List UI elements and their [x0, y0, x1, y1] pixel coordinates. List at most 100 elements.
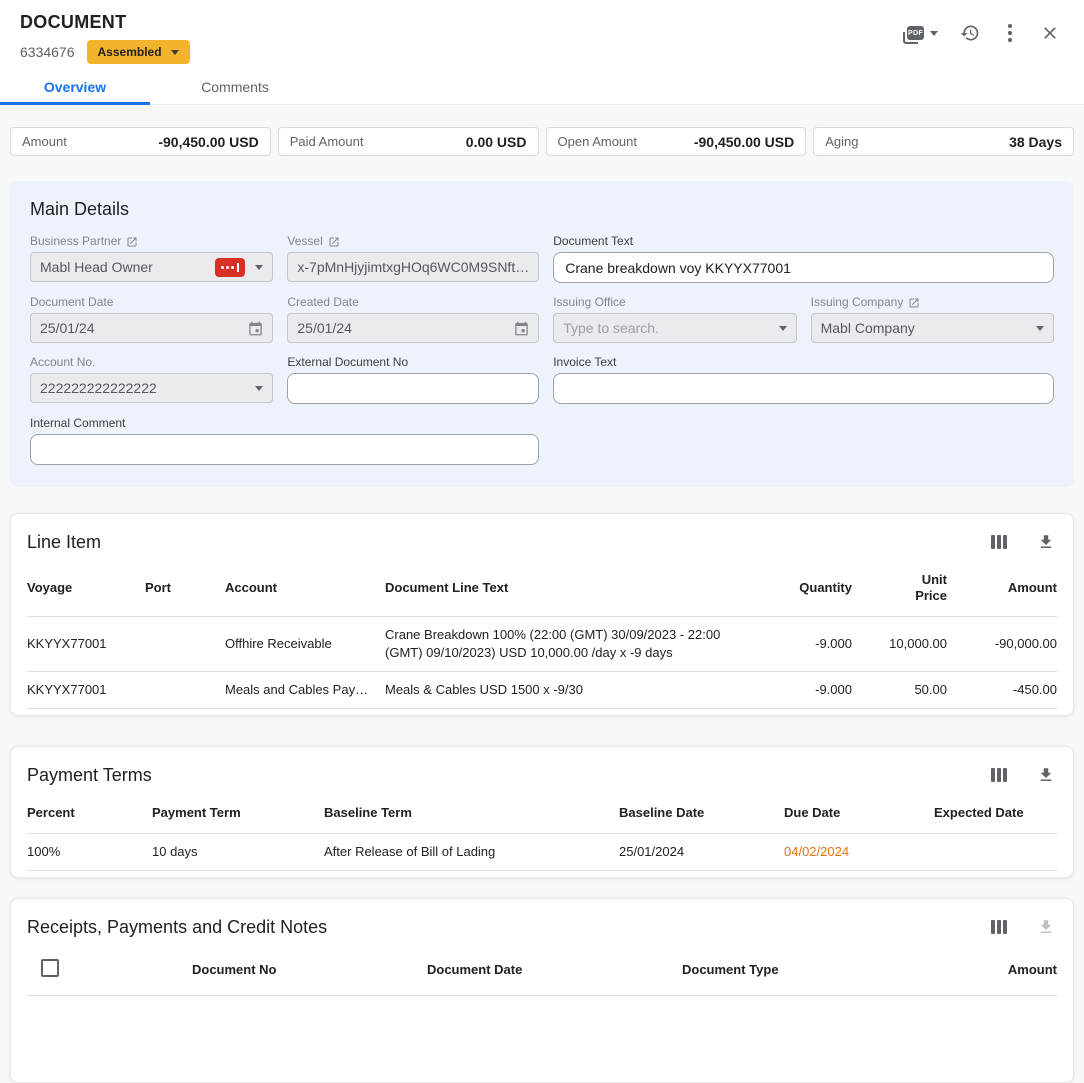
payment-terms-section: Payment Terms Percent Payment Term Basel…	[10, 746, 1074, 878]
summary-card-open-amount: Open Amount -90,450.00 USD	[545, 127, 807, 156]
summary-cards: Amount -90,450.00 USD Paid Amount 0.00 U…	[10, 127, 1074, 156]
col-document-line-text: Document Line Text	[377, 556, 745, 617]
table-header-row: Document No Document Date Document Type …	[27, 941, 1057, 996]
cell-voyage: KKYYX77001	[27, 671, 137, 709]
cell-quantity: -9.000	[745, 616, 860, 672]
cell-document-line-text: Meals & Cables USD 1500 x -9/30	[377, 671, 745, 709]
created-date-label: Created Date	[287, 295, 359, 309]
issuing-office-select[interactable]: Type to search.	[553, 313, 797, 343]
vessel-field[interactable]: x-7pMnHjyjimtxgHOq6WC0M9SNft…	[287, 252, 540, 282]
chevron-down-icon	[1036, 325, 1044, 331]
download-button[interactable]	[1035, 764, 1057, 786]
business-partner-label: Business Partner	[30, 234, 273, 249]
tab-comments[interactable]: Comments	[201, 79, 269, 95]
issuing-office-label: Issuing Office	[553, 295, 626, 309]
calendar-icon	[248, 321, 263, 336]
cell-unit-price: 10,000.00	[860, 616, 955, 672]
download-icon	[1040, 768, 1052, 781]
tab-overview[interactable]: Overview	[0, 70, 150, 105]
line-item-table: Voyage Port Account Document Line Text Q…	[27, 556, 1057, 709]
select-all-checkbox[interactable]	[41, 959, 59, 977]
table-row[interactable]: 100% 10 days After Release of Bill of La…	[27, 833, 1057, 871]
close-button[interactable]	[1036, 19, 1064, 47]
external-link-icon[interactable]	[126, 236, 138, 248]
receipts-table: Document No Document Date Document Type …	[27, 941, 1057, 996]
cell-due-date: 04/02/2024	[776, 833, 926, 871]
header-actions: PDF	[903, 18, 1064, 48]
account-no-select[interactable]: 222222222222222	[30, 373, 274, 403]
cell-quantity: -9.000	[745, 671, 860, 709]
columns-icon	[991, 920, 1007, 934]
external-link-icon[interactable]	[908, 297, 920, 309]
close-icon	[1044, 27, 1056, 39]
download-button[interactable]	[1035, 531, 1057, 553]
col-payment-term: Payment Term	[144, 789, 316, 834]
history-button[interactable]	[956, 19, 984, 47]
col-amount: Amount	[957, 941, 1057, 996]
columns-button[interactable]	[989, 766, 1009, 784]
external-document-no-input[interactable]	[287, 373, 540, 404]
cell-payment-term: 10 days	[144, 833, 316, 871]
receipts-header: Receipts, Payments and Credit Notes	[27, 899, 1057, 941]
document-text-label: Document Text	[553, 234, 634, 248]
more-menu-button[interactable]	[998, 18, 1022, 48]
col-document-no: Document No	[184, 941, 419, 996]
summary-value: 0.00 USD	[465, 133, 527, 150]
field-document-text: Document Text	[553, 234, 1054, 283]
field-invoice-text: Invoice Text	[553, 355, 1054, 404]
invoice-text-input[interactable]	[553, 373, 1054, 404]
account-no-label: Account No.	[30, 355, 96, 369]
ellipsis-badge-icon	[215, 257, 246, 277]
col-due-date: Due Date	[776, 789, 926, 834]
summary-value: 38 Days	[1009, 133, 1062, 150]
summary-card-aging: Aging 38 Days	[813, 127, 1074, 156]
table-row[interactable]: KKYYX77001 Meals and Cables Pay… Meals &…	[27, 671, 1057, 709]
line-item-header: Line Item	[27, 514, 1057, 556]
receipts-empty-body	[27, 996, 1057, 1076]
summary-label: Aging	[825, 134, 859, 149]
download-button-disabled	[1035, 916, 1057, 938]
table-row[interactable]: KKYYX77001 Offhire Receivable Crane Brea…	[27, 616, 1057, 672]
external-document-no-label: External Document No	[287, 355, 409, 369]
pdf-export-button[interactable]: PDF	[903, 22, 942, 44]
col-account: Account	[217, 556, 377, 617]
payment-terms-table: Percent Payment Term Baseline Term Basel…	[27, 789, 1057, 871]
status-badge[interactable]: Assembled	[86, 40, 190, 64]
cell-voyage: KKYYX77001	[27, 616, 137, 672]
business-partner-select[interactable]: Mabl Head Owner	[30, 252, 274, 282]
document-text-input[interactable]	[553, 252, 1054, 283]
columns-button[interactable]	[989, 533, 1009, 551]
cell-percent: 100%	[27, 833, 144, 871]
pdf-icon: PDF	[903, 26, 924, 44]
kebab-menu-icon	[1002, 22, 1018, 44]
main-details-section: Main Details Business Partner Mabl Head …	[10, 181, 1074, 487]
summary-label: Paid Amount	[289, 134, 364, 149]
summary-card-amount: Amount -90,450.00 USD	[10, 127, 271, 156]
document-date-picker[interactable]: 25/01/24	[30, 313, 274, 343]
summary-value: -90,450.00 USD	[158, 133, 259, 150]
col-port: Port	[137, 556, 217, 617]
chevron-down-icon	[778, 325, 787, 331]
issuing-company-select[interactable]: Mabl Company	[810, 313, 1054, 343]
col-quantity: Quantity	[745, 556, 860, 617]
field-created-date: Created Date 25/01/24	[287, 295, 540, 343]
col-unit-price: Unit Price	[860, 556, 955, 617]
external-link-icon[interactable]	[328, 236, 340, 248]
chevron-down-icon	[255, 264, 264, 270]
col-percent: Percent	[27, 789, 144, 834]
chevron-down-icon	[255, 385, 264, 391]
section-title: Receipts, Payments and Credit Notes	[27, 916, 328, 937]
field-issuing-company: Issuing Company Mabl Company	[810, 295, 1054, 343]
created-date-picker[interactable]: 25/01/24	[287, 313, 540, 343]
internal-comment-input[interactable]	[30, 434, 540, 465]
field-account-no: Account No. 222222222222222	[30, 355, 274, 404]
col-document-date: Document Date	[419, 941, 674, 996]
columns-button[interactable]	[989, 918, 1009, 936]
table-header-row: Percent Payment Term Baseline Term Basel…	[27, 789, 1057, 834]
tab-bar: Overview Comments	[0, 70, 1084, 105]
col-voyage: Voyage	[27, 556, 137, 617]
chevron-down-icon	[930, 30, 938, 36]
summary-label: Amount	[22, 134, 67, 149]
cell-baseline-date: 25/01/2024	[611, 833, 776, 871]
